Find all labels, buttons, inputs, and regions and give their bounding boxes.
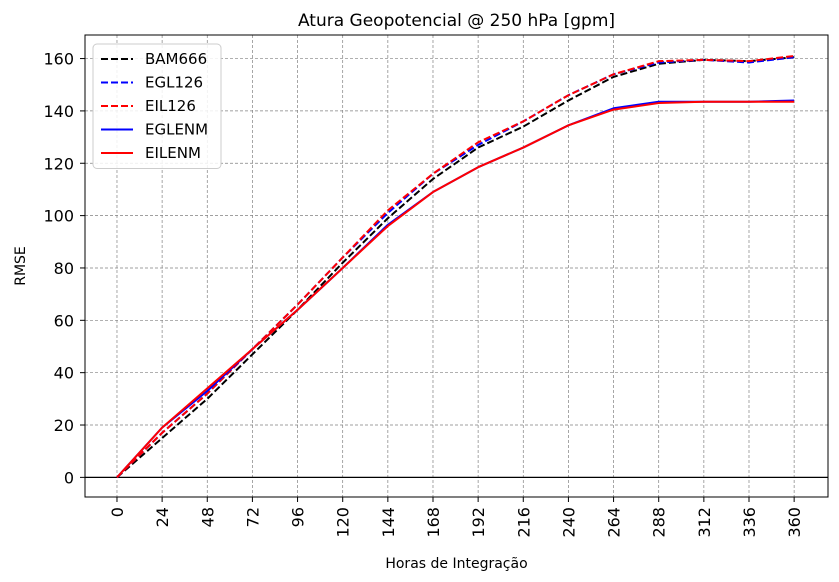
- x-tick-label: 240: [559, 507, 578, 538]
- x-tick-label: 336: [740, 507, 759, 538]
- x-tick-label: 264: [605, 507, 624, 538]
- y-tick-label: 20: [54, 416, 74, 435]
- chart-title: Atura Geopotencial @ 250 hPa [gpm]: [298, 11, 615, 31]
- x-tick-label: 0: [108, 507, 127, 517]
- y-tick-label: 160: [43, 50, 74, 69]
- legend-label: EIL126: [145, 97, 196, 115]
- plot-frame: [84, 34, 829, 498]
- y-tick-label: 0: [64, 468, 74, 487]
- y-tick-label: 100: [43, 207, 74, 226]
- x-tick-label: 360: [785, 507, 804, 538]
- x-tick-label: 312: [695, 507, 714, 538]
- y-tick-label: 120: [43, 154, 74, 173]
- legend-label: EGLENM: [145, 121, 208, 139]
- x-tick-label: 48: [198, 507, 217, 527]
- legend: BAM666 EGL126 EIL126 EGLENM EILENM: [92, 43, 222, 169]
- series-line-eilenm: [116, 100, 795, 479]
- y-axis-label: RMSE: [13, 246, 29, 286]
- legend-label: BAM666: [145, 50, 207, 68]
- y-tick-label: 140: [43, 102, 74, 121]
- x-tick-label: 288: [650, 507, 669, 538]
- x-tick-label: 24: [153, 507, 172, 527]
- x-tick-label: 96: [289, 507, 308, 527]
- x-tick-label: 72: [243, 507, 262, 527]
- legend-label: EGL126: [145, 74, 203, 92]
- x-tick-label: 168: [424, 507, 443, 538]
- x-tick-label: 216: [514, 507, 533, 538]
- x-tick-label: 144: [379, 507, 398, 538]
- x-tick-label: 120: [334, 507, 353, 538]
- y-tick-label: 60: [54, 311, 74, 330]
- legend-box: [92, 43, 222, 169]
- legend-label: EILENM: [145, 144, 201, 162]
- series-layer: [116, 54, 795, 479]
- x-tick-label: 192: [469, 507, 488, 538]
- y-tick-label: 40: [54, 364, 74, 383]
- x-axis-label: Horas de Integração: [385, 556, 527, 572]
- y-tick-label: 80: [54, 259, 74, 278]
- ticks: 0 24 48 72 96 120 144 168 192 216 240 264 288 312 336 3…: [43, 50, 804, 538]
